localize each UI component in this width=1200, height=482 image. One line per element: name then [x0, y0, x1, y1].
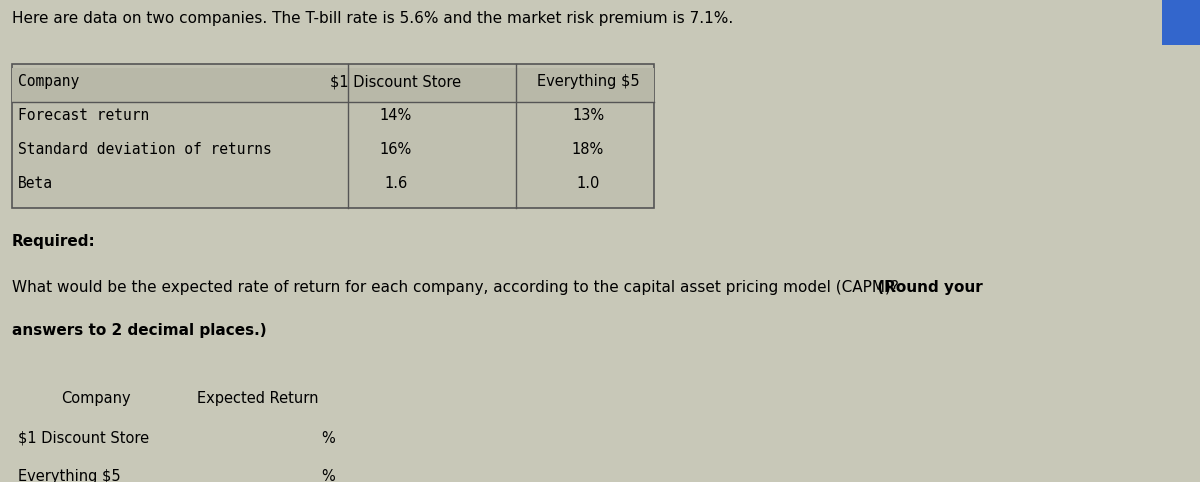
FancyBboxPatch shape — [12, 64, 654, 208]
Text: 14%: 14% — [380, 108, 412, 123]
Text: Everything $5: Everything $5 — [18, 469, 121, 482]
Text: (Round your: (Round your — [872, 280, 983, 295]
Text: Here are data on two companies. The T-bill rate is 5.6% and the market risk prem: Here are data on two companies. The T-bi… — [12, 12, 733, 27]
Text: $1 Discount Store: $1 Discount Store — [330, 74, 462, 89]
Text: 16%: 16% — [380, 142, 412, 157]
Text: 1.6: 1.6 — [384, 176, 408, 191]
Text: Company: Company — [61, 391, 131, 406]
Text: Everything $5: Everything $5 — [536, 74, 640, 89]
FancyBboxPatch shape — [12, 382, 348, 420]
Text: Forecast return: Forecast return — [18, 108, 149, 123]
FancyBboxPatch shape — [12, 382, 348, 482]
Text: Required:: Required: — [12, 234, 96, 249]
Text: %: % — [322, 469, 335, 482]
FancyBboxPatch shape — [176, 461, 308, 482]
Text: %: % — [322, 431, 335, 446]
Text: Company: Company — [18, 74, 79, 89]
FancyBboxPatch shape — [176, 423, 308, 454]
Text: Standard deviation of returns: Standard deviation of returns — [18, 142, 271, 157]
Polygon shape — [184, 469, 191, 482]
Text: answers to 2 decimal places.): answers to 2 decimal places.) — [12, 323, 266, 338]
Text: 13%: 13% — [572, 108, 604, 123]
Text: 1.0: 1.0 — [576, 176, 600, 191]
Text: What would be the expected rate of return for each company, according to the cap: What would be the expected rate of retur… — [12, 280, 899, 295]
FancyBboxPatch shape — [12, 68, 654, 102]
Text: $1 Discount Store: $1 Discount Store — [18, 431, 149, 446]
Polygon shape — [184, 431, 191, 446]
Text: 18%: 18% — [572, 142, 604, 157]
Text: Beta: Beta — [18, 176, 53, 191]
Text: Expected Return: Expected Return — [197, 391, 319, 406]
FancyBboxPatch shape — [1162, 0, 1200, 45]
